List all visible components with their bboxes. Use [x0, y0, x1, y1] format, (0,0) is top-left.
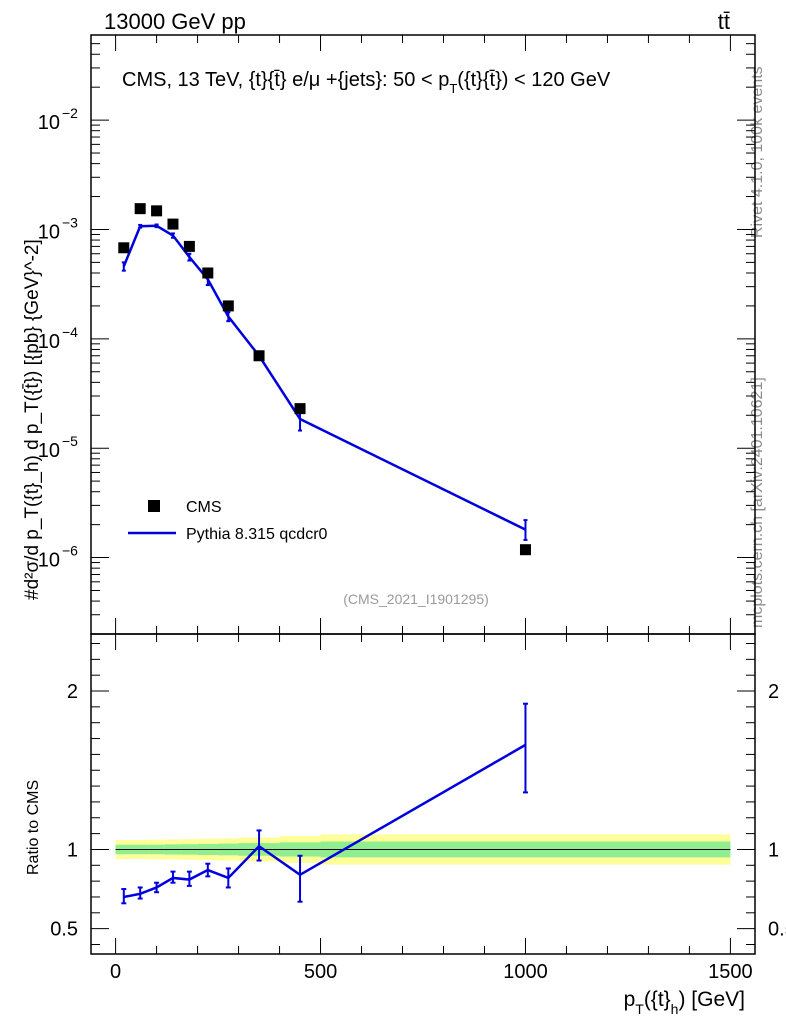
chart-title: CMS, 13 TeV, {t}{t̄} e/μ +{jets}: 50 < p…: [122, 69, 611, 96]
x-tick-label: 0: [110, 961, 121, 983]
ratio-panel-frame: [90, 633, 756, 955]
cms-data-point: [167, 218, 179, 230]
y-tick-label: 10: [38, 440, 60, 462]
rivet-version-label: Rivet 4.1.0, 100k events: [749, 66, 766, 238]
cms-data-point: [222, 300, 234, 312]
ratio-y-axis-label: Ratio to CMS: [25, 780, 42, 875]
cms-data-point: [118, 242, 130, 254]
ratio-y-tick-label-left: 1: [67, 839, 78, 861]
ratio-y-tick-label-left: 2: [67, 681, 78, 703]
analysis-reference: (CMS_2021_I1901295): [343, 591, 489, 607]
ratio-panel-marks: [121, 702, 528, 905]
energy-label: 13000 GeV pp: [104, 9, 246, 34]
ratio-y-tick-label-right: 0.5: [768, 919, 786, 941]
ratio-y-tick-label-left: 0.5: [50, 919, 78, 941]
y-tick-label: 10: [38, 331, 60, 353]
cms-data-point: [151, 205, 163, 217]
legend-marker-cms: [148, 500, 160, 512]
mcplots-label: mcplots.cern.ch [arXiv:2401.10621]: [749, 377, 766, 628]
y-tick-label-exponent: −2: [62, 105, 78, 121]
main-panel-frame: [90, 34, 756, 635]
y-tick-label-exponent: −4: [62, 324, 78, 340]
x-axis-label: pT({t}h) [GeV]: [624, 988, 745, 1017]
main-y-axis-label: #d²σ/d p_T({t}_h) d p_T({t̄}) [{pb} {GeV…: [22, 239, 43, 600]
main-panel-marks: [118, 203, 531, 556]
cms-data-point: [253, 350, 265, 362]
legend-label-cms: CMS: [186, 499, 222, 516]
main-panel-ticks: 10−610−510−410−310−2: [38, 34, 755, 635]
cms-data-point: [202, 267, 214, 279]
ratio-uncertainty-bands: [115, 834, 731, 865]
y-tick-label: 10: [38, 550, 60, 572]
ratio-y-tick-label-right: 2: [768, 681, 779, 703]
ratio-series-line: [123, 743, 527, 899]
cms-data-point: [134, 203, 146, 215]
cms-data-point: [519, 544, 531, 556]
cms-data-point: [183, 240, 195, 252]
x-tick-label: 1500: [708, 961, 753, 983]
y-tick-label-exponent: −6: [62, 543, 78, 559]
ratio-panel-ticks: 0.5 0.5 1 1 2 2 0 500 1000 1500: [50, 634, 786, 983]
legend-label-pythia: Pythia 8.315 qcdcr0: [186, 526, 328, 543]
process-label: tt̄: [718, 9, 730, 34]
ratio-y-tick-label-right: 1: [768, 839, 779, 861]
y-tick-label-exponent: −3: [62, 214, 78, 230]
pythia-series-line: [122, 224, 527, 531]
y-tick-label: 10: [38, 221, 60, 243]
y-tick-label: 10: [38, 112, 60, 134]
y-tick-label-exponent: −5: [62, 433, 78, 449]
cms-data-point: [294, 403, 306, 415]
x-tick-label: 500: [304, 961, 337, 983]
x-tick-label: 1000: [503, 961, 548, 983]
